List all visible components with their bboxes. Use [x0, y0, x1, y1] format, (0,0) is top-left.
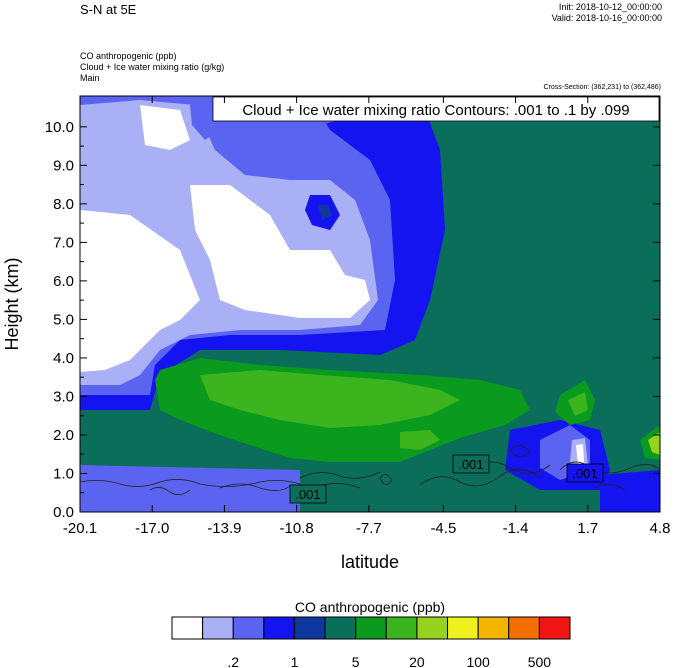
colorbar-swatch: [293, 616, 326, 640]
y-tick-label: 9.0: [53, 157, 74, 174]
colorbar-swatch: [538, 616, 571, 640]
colorbar-swatch: [416, 616, 449, 640]
y-tick-label: 10.0: [45, 119, 74, 136]
y-tick-label: 1.0: [53, 465, 74, 482]
contour-info-title: Cloud + Ice water mixing ratio Contours:…: [242, 102, 629, 119]
valid-time: Valid: 2018-10-16_00:00:00: [551, 13, 662, 23]
init-time: Init: 2018-10-12_00:00:00: [558, 2, 662, 12]
field-label-main: Main: [80, 73, 100, 83]
colorbar-swatch: [508, 616, 540, 640]
colorbar-label: 20: [409, 654, 425, 668]
colorbar-label: .2: [227, 654, 239, 668]
colorbar-swatch: [447, 616, 479, 640]
x-tick-label: -4.5: [430, 520, 456, 537]
contour-label: .001: [295, 487, 320, 502]
colorbar-label: 1: [291, 654, 299, 668]
cross-section-label: Cross-Section: (362,231) to (362,486): [543, 84, 661, 91]
field-label-co: CO anthropogenic (ppb): [80, 51, 177, 61]
x-tick-label: -7.7: [356, 520, 382, 537]
x-tick-label: -10.8: [280, 520, 314, 537]
colorbar-swatch: [324, 616, 357, 640]
y-tick-label: 3.0: [53, 388, 74, 405]
field-label-cloud: Cloud + Ice water mixing ratio (g/kg): [80, 62, 225, 72]
y-axis-label: Height (km): [2, 257, 22, 350]
y-tick-label: 7.0: [53, 234, 74, 251]
y-tick-label: 4.0: [53, 350, 74, 367]
y-axis: 0.0 1.0 2.0 3.0 4.0 5.0 6.0 7.0 8.0 9.0 10.0: [45, 119, 660, 521]
contour-label: .001: [458, 457, 483, 472]
x-axis-label: latitude: [341, 552, 399, 572]
x-tick-label: -17.0: [135, 520, 169, 537]
plot-frame: [79, 95, 661, 513]
contour-labels: .001 .001 .001: [289, 454, 604, 504]
x-axis: -20.1 -17.0 -13.9 -10.8 -7.7 -4.5 -1.4 1.7 4.8: [63, 96, 671, 537]
y-tick-label: 2.0: [53, 427, 74, 444]
contour-info-box: [212, 96, 660, 122]
y-tick-label: 6.0: [53, 273, 74, 290]
colorbar-swatch: [202, 616, 234, 640]
colorbar-swatch: [385, 616, 418, 640]
contour-label-box: [452, 454, 490, 474]
colorbar-label: 500: [528, 654, 552, 668]
colorbar-title: CO anthropogenic (ppb): [295, 599, 445, 615]
colorbar-swatch: [263, 616, 295, 640]
contour-label-box: [289, 484, 327, 504]
y-tick-label: 8.0: [53, 196, 74, 213]
colorbar: .2 1 5 20 100 500: [171, 616, 571, 668]
x-tick-label: -1.4: [503, 520, 529, 537]
y-tick-label: 5.0: [53, 311, 74, 328]
plot-title: S-N at 5E: [80, 2, 137, 17]
colorbar-swatch: [355, 616, 387, 640]
contour-label: .001: [572, 466, 597, 481]
colorbar-swatch: [171, 616, 204, 640]
y-tick-label: 0.0: [53, 504, 74, 521]
co-field-fill: [80, 96, 660, 512]
x-tick-label: -13.9: [207, 520, 241, 537]
contour-label-box: [566, 463, 604, 483]
colorbar-label: 5: [352, 654, 360, 668]
x-tick-label: -20.1: [63, 520, 97, 537]
colorbar-swatch: [477, 616, 510, 640]
x-tick-label: 4.8: [650, 520, 671, 537]
x-tick-label: 1.7: [577, 520, 598, 537]
colorbar-swatch: [232, 616, 265, 640]
colorbar-label: 100: [466, 654, 490, 668]
